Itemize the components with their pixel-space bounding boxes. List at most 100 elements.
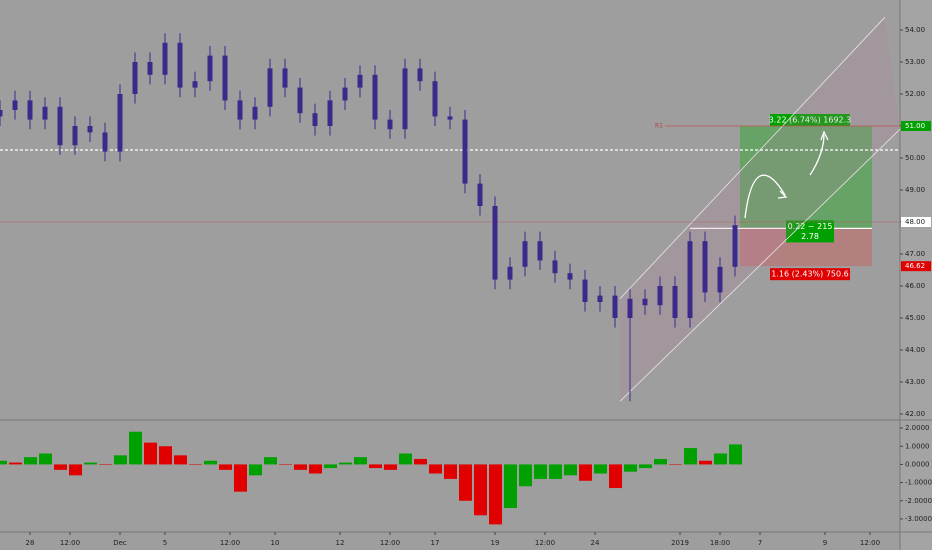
oscillator-bar (444, 464, 457, 479)
candle-body (732, 225, 738, 267)
position-label-bg (770, 114, 850, 126)
candle-body (612, 295, 618, 318)
y-tick-label: 49.00 (905, 186, 925, 194)
position-label-bg (770, 268, 850, 281)
pivot-label: R1 (655, 123, 663, 130)
x-tick-label: 19 (491, 539, 500, 547)
candle-body (177, 42, 183, 88)
price-axis-bg (900, 0, 932, 550)
y-tick-label: 54.00 (905, 26, 925, 34)
price-tag-label: 48.00 (905, 218, 925, 226)
oscillator-bar (24, 457, 37, 465)
candle-body (252, 106, 258, 120)
y-tick-label: 53.00 (905, 58, 925, 66)
target-label: 3.22 (6.74%) 1692.3 (769, 116, 852, 125)
candle-body (597, 295, 603, 302)
candle-body (237, 100, 243, 120)
oscillator-bar (369, 464, 382, 469)
x-tick-label: 12:00 (380, 539, 400, 547)
channel-line (619, 16, 886, 300)
oscillator-bar (279, 464, 292, 465)
price-tag (901, 121, 931, 131)
x-tick-label: 24 (591, 539, 600, 547)
candle-body (717, 266, 723, 293)
y-tick-label: 47.00 (905, 250, 925, 258)
oscillator-bar (609, 464, 622, 489)
candle-body (432, 81, 438, 117)
candle-body (297, 87, 303, 114)
oscillator-bar (699, 460, 712, 465)
x-tick-label: 28 (26, 539, 35, 547)
oscillator-bar (639, 464, 652, 469)
candle-body (117, 94, 123, 152)
y-tick-label: 2.0000 (905, 424, 930, 432)
oscillator-bar (729, 444, 742, 465)
candle-body (582, 279, 588, 302)
oscillator-bar (234, 464, 247, 492)
oscillator-bar (159, 446, 172, 465)
candle-body (282, 68, 288, 88)
y-tick-label: 52.00 (905, 90, 925, 98)
oscillator-bar (309, 464, 322, 474)
x-tick-label: 7 (758, 539, 762, 547)
oscillator-bar (564, 464, 577, 476)
oscillator-bar (534, 464, 547, 479)
oscillator-bar (489, 464, 502, 525)
oscillator-bar (384, 464, 397, 470)
oscillator-bar (594, 464, 607, 474)
oscillator-bar (249, 464, 262, 476)
entry-label-bg (786, 220, 834, 243)
y-tick-label: 42.00 (905, 410, 925, 418)
y-tick-label: 44.00 (905, 346, 925, 354)
oscillator-bar (474, 464, 487, 516)
candle-body (42, 106, 48, 120)
oscillator-bar (39, 453, 52, 465)
candle-body (87, 126, 93, 133)
candle-body (492, 206, 498, 280)
x-tick-label: 18:00 (710, 539, 730, 547)
oscillator-bar (0, 460, 7, 465)
candle-body (642, 298, 648, 306)
y-tick-label: 0.0000 (905, 460, 930, 468)
oscillator-bar (549, 464, 562, 479)
candle-body (402, 68, 408, 130)
x-tick-label: 2019 (671, 539, 689, 547)
candle-body (222, 55, 228, 101)
arrow-head (777, 130, 829, 199)
oscillator-bar (219, 464, 232, 470)
candle-body (657, 286, 663, 306)
oscillator-bar (189, 464, 202, 465)
y-tick-label: 45.00 (905, 314, 925, 322)
oscillator-bar (294, 464, 307, 470)
candle-body (507, 266, 513, 280)
oscillator-bar (99, 464, 112, 465)
oscillator-bar (69, 464, 82, 476)
x-tick-label: 12:00 (535, 539, 555, 547)
oscillator-bar (174, 455, 187, 465)
oscillator-bar (54, 464, 67, 470)
x-tick-label: 5 (163, 539, 167, 547)
oscillator-bar (504, 464, 517, 509)
candle-body (462, 119, 468, 184)
oscillator-bar (399, 453, 412, 465)
x-tick-label: 12 (336, 539, 345, 547)
oscillator-bar (204, 460, 217, 465)
y-tick-label: 50.00 (905, 154, 925, 162)
candle-body (477, 183, 483, 206)
candle-body (72, 126, 78, 146)
candle-body (447, 116, 453, 120)
oscillator-bar (84, 462, 97, 465)
candle-body (312, 113, 318, 126)
oscillator-bar (429, 464, 442, 474)
x-tick-label: 9 (823, 539, 827, 547)
oscillator-bar (579, 464, 592, 481)
candle-body (12, 100, 18, 110)
oscillator-bar (114, 455, 127, 465)
x-tick-label: 12:00 (220, 539, 240, 547)
oscillator-bar (459, 464, 472, 501)
candle-body (147, 62, 153, 75)
y-tick-label: -1.0000 (905, 479, 932, 487)
candle-body (57, 106, 63, 146)
price-tag-label: 51.00 (905, 122, 925, 130)
candle-body (522, 241, 528, 267)
